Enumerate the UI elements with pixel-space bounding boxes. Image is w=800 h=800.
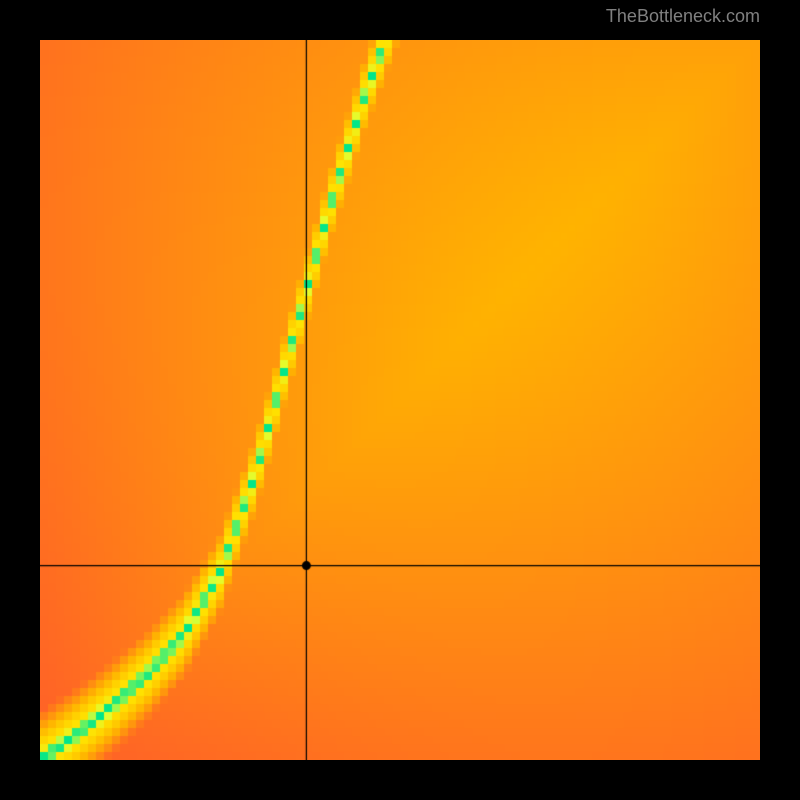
watermark-text: TheBottleneck.com	[606, 6, 760, 27]
heatmap-canvas	[40, 40, 760, 760]
bottleneck-heatmap	[40, 40, 760, 760]
